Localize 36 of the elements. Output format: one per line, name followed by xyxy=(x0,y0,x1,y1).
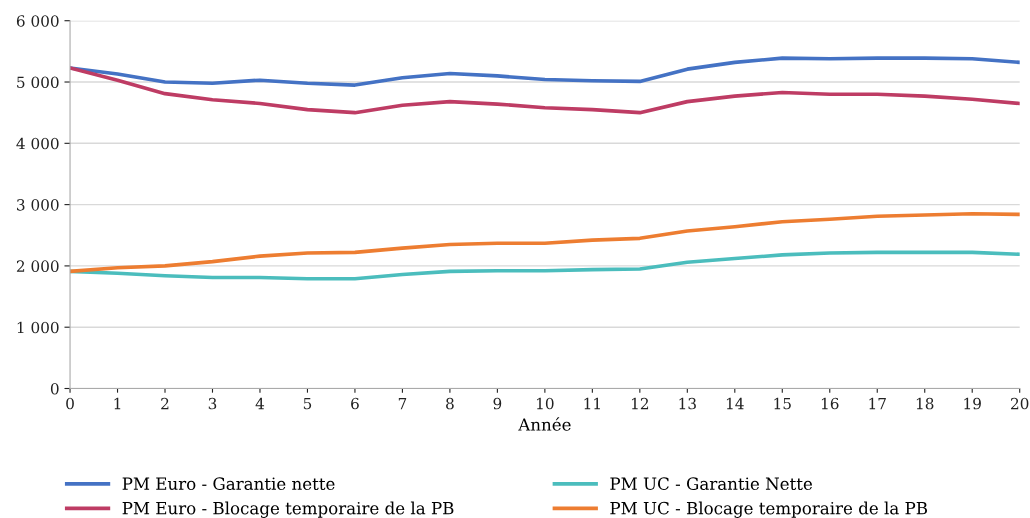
x-tick-label: 11 xyxy=(584,397,600,410)
x-axis-title: Année xyxy=(518,417,571,431)
line-series xyxy=(70,56,1020,87)
legend-label: PM UC - Blocage temporaire de la PB xyxy=(610,501,928,518)
x-tick-label: 8 xyxy=(446,397,454,410)
y-tick-label: 3 000 xyxy=(17,199,59,211)
legend-label: PM UC - Garantie Nette xyxy=(610,477,812,490)
x-tick-label: 17 xyxy=(869,397,886,410)
y-tick-label: 5 000 xyxy=(17,76,59,89)
x-tick-label: 0 xyxy=(66,397,74,410)
y-tick-label: 6 000 xyxy=(16,15,59,27)
y-tick-label: 1 000 xyxy=(17,321,59,334)
x-tick-label: 10 xyxy=(537,397,554,410)
x-tick-label: 5 xyxy=(303,398,312,410)
line-series xyxy=(70,66,1020,115)
x-tick-label: 4 xyxy=(255,397,265,410)
legend-label: PM Euro - Blocage temporaire de la PB xyxy=(122,501,454,518)
x-tick-label: 13 xyxy=(679,397,696,410)
x-tick-label: 19 xyxy=(964,397,981,410)
x-tick-label: 12 xyxy=(631,397,649,410)
x-tick-label: 9 xyxy=(493,397,502,410)
x-tick-label: 6 xyxy=(351,397,359,410)
y-tick-label: 4 000 xyxy=(16,137,59,150)
y-tick-label: 0 xyxy=(50,382,59,395)
x-tick-label: 20 xyxy=(1011,397,1029,410)
x-tick-label: 14 xyxy=(726,397,744,410)
line-series xyxy=(70,211,1020,274)
x-tick-label: 15 xyxy=(774,397,791,410)
x-tick-label: 7 xyxy=(398,398,407,410)
x-tick-label: 18 xyxy=(916,397,934,410)
x-tick-label: 1 xyxy=(114,397,121,410)
legend-label: PM Euro - Garantie nette xyxy=(122,477,335,490)
x-tick-label: 2 xyxy=(161,397,169,410)
y-tick-label: 2 000 xyxy=(16,260,59,272)
x-tick-label: 16 xyxy=(821,397,839,410)
x-tick-label: 3 xyxy=(208,397,217,410)
